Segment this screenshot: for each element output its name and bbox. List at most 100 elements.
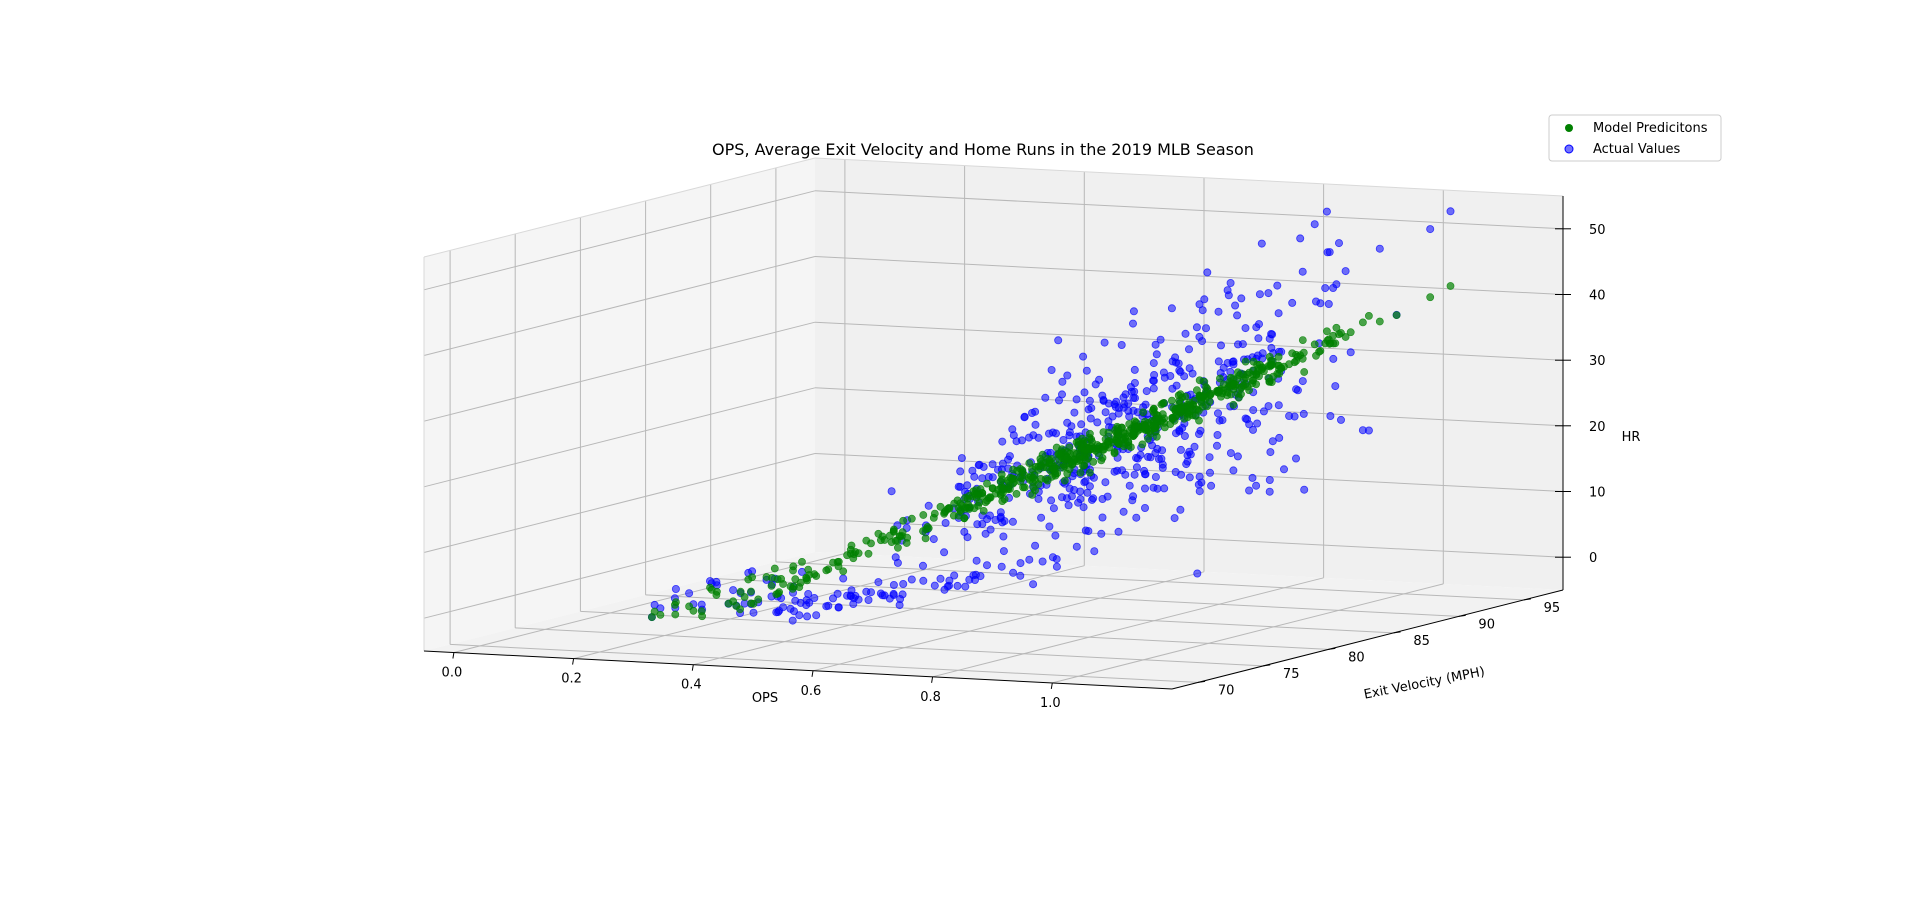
model-prediction-point <box>1275 365 1283 373</box>
model-prediction-point <box>1005 478 1013 487</box>
y-tick-label: 80 <box>1348 650 1365 665</box>
actual-value-point <box>891 553 900 562</box>
model-prediction-point <box>1149 404 1158 413</box>
actual-value-point <box>898 590 907 599</box>
x-tick <box>931 676 934 683</box>
grid-line-y-floor <box>515 627 1264 667</box>
actual-value-point <box>1091 380 1100 389</box>
x-tick <box>572 658 575 665</box>
model-prediction-point <box>936 502 945 511</box>
z-tick-labels: 0 10 20 30 40 50 <box>1589 223 1606 566</box>
actual-value-point <box>1237 294 1246 303</box>
model-prediction-point <box>902 539 911 547</box>
model-prediction-point <box>1139 408 1147 417</box>
model-prediction-point <box>885 531 894 540</box>
model-prediction-point <box>747 599 755 608</box>
model-prediction-point <box>1130 431 1138 439</box>
model-prediction-point <box>1241 357 1250 366</box>
model-prediction-point <box>798 558 806 566</box>
model-prediction-point <box>736 587 745 596</box>
actual-value-point <box>1086 414 1095 423</box>
model-prediction-point <box>1329 339 1338 348</box>
model-prediction-point <box>890 525 898 534</box>
model-prediction-point <box>1055 449 1063 458</box>
model-prediction-point <box>1241 380 1250 389</box>
model-prediction-point <box>1043 454 1052 463</box>
x-tick-label: 0.2 <box>561 672 582 687</box>
actual-value-point <box>1322 207 1331 216</box>
model-prediction-point <box>767 582 776 590</box>
actual-value-point <box>1070 485 1079 494</box>
actual-value-point <box>1110 467 1119 476</box>
actual-value-point <box>1200 295 1209 304</box>
actual-value-point <box>1041 393 1050 402</box>
model-prediction-point <box>930 509 939 518</box>
actual-value-point <box>1364 426 1373 435</box>
actual-value-point <box>950 571 959 580</box>
model-prediction-point <box>943 504 952 513</box>
x-tick <box>691 664 694 671</box>
model-prediction-point <box>880 536 889 544</box>
actual-value-point <box>889 581 898 590</box>
model-prediction-point <box>1016 473 1024 482</box>
model-prediction-point <box>1237 390 1245 399</box>
actual-value-point <box>1149 483 1158 492</box>
actual-value-point <box>834 603 843 612</box>
actual-value-point <box>1093 418 1102 427</box>
actual-value-point <box>1375 244 1384 253</box>
x-tick-label: 0.6 <box>801 684 822 699</box>
model-prediction-point <box>724 599 733 608</box>
chart-title: OPS, Average Exit Velocity and Home Runs… <box>712 140 1254 159</box>
model-prediction-point <box>1269 372 1278 381</box>
actual-value-point <box>1130 365 1139 374</box>
actual-value-point <box>1028 408 1037 417</box>
actual-value-point <box>1074 498 1083 507</box>
model-prediction-point <box>774 589 782 598</box>
actual-value-point <box>1233 452 1242 461</box>
model-prediction-point <box>907 514 916 523</box>
actual-value-point <box>1129 492 1138 501</box>
legend: Model Predicitons Actual Values <box>1548 114 1722 162</box>
actual-value-point <box>1079 352 1088 361</box>
model-prediction-point <box>1072 438 1081 447</box>
model-prediction-point <box>1300 368 1309 376</box>
model-prediction-point <box>1042 463 1051 472</box>
grid-line-z-back <box>814 518 1564 558</box>
actual-value-point <box>1034 494 1043 503</box>
actual-value-point <box>1241 324 1250 333</box>
actual-value-point <box>1280 465 1289 474</box>
model-prediction-point <box>671 601 679 609</box>
actual-value-point <box>1223 358 1232 367</box>
actual-value-point <box>1198 306 1207 315</box>
actual-value-point <box>1009 568 1018 577</box>
actual-value-point <box>1016 559 1025 568</box>
model-prediction-point <box>1012 489 1021 498</box>
actual-value-point <box>1058 377 1067 386</box>
actual-value-point <box>1223 286 1232 295</box>
actual-value-point <box>1047 496 1056 505</box>
model-prediction-point <box>791 575 800 584</box>
actual-value-point <box>1142 387 1151 396</box>
actual-value-point <box>953 581 962 590</box>
actual-value-point <box>1016 571 1025 580</box>
model-prediction-point <box>1252 370 1261 379</box>
actual-value-point <box>975 460 984 469</box>
actual-value-point <box>930 581 939 590</box>
actual-value-point <box>1170 514 1179 523</box>
actual-value-point <box>1290 412 1299 421</box>
axis-lines <box>423 196 1571 690</box>
actual-value-point <box>1160 484 1169 493</box>
actual-value-point <box>1084 527 1093 536</box>
grid-line-z-back <box>814 321 1564 361</box>
actual-value-point <box>1226 449 1235 458</box>
y-tick <box>1393 631 1401 634</box>
actual-value-point <box>919 576 928 585</box>
actual-value-point <box>1176 505 1185 514</box>
actual-value-point <box>1266 448 1275 457</box>
model-prediction-point <box>1315 347 1323 356</box>
model-prediction-point <box>1036 474 1045 483</box>
actual-value-point <box>983 515 992 524</box>
actual-value-point <box>1265 475 1274 484</box>
model-prediction-point <box>1198 402 1207 411</box>
actual-value-point <box>790 607 799 616</box>
